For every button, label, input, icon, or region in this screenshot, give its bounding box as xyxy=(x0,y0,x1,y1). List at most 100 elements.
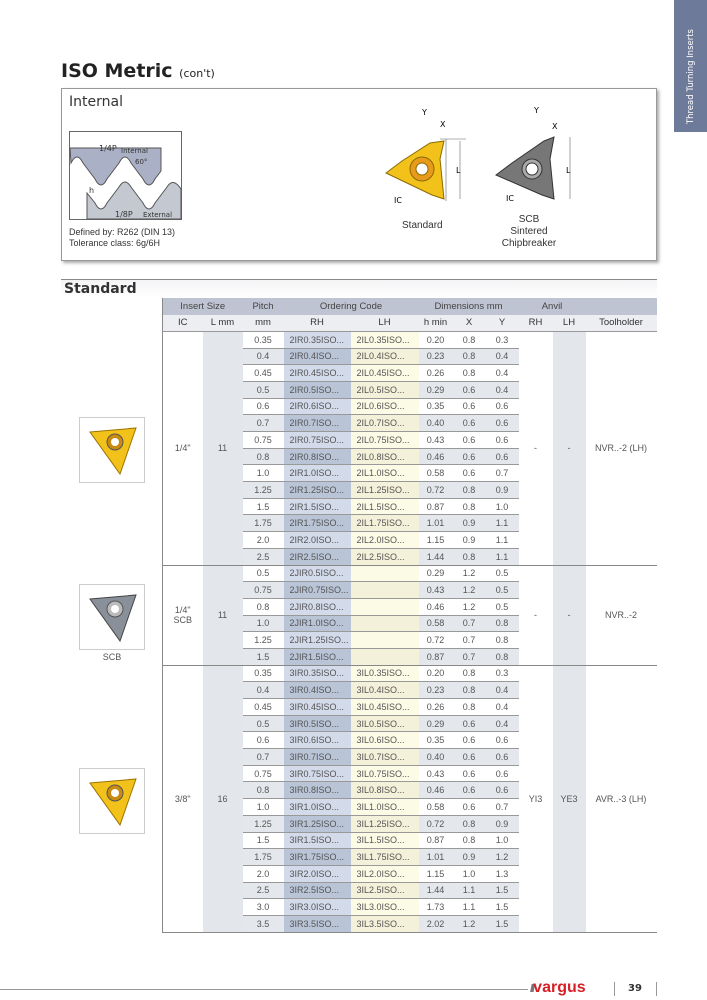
pitch: 0.75 xyxy=(242,431,284,449)
column-header: RH xyxy=(283,314,351,332)
dim-y: 0.6 xyxy=(485,397,519,415)
rh-code: 3IR0.35ISO... xyxy=(283,664,351,682)
header-ordering-code: Ordering Code xyxy=(283,298,419,315)
dim-x: 0.6 xyxy=(452,464,486,482)
dim-x: 0.9 xyxy=(452,514,486,532)
dim-y: 0.4 xyxy=(485,380,519,399)
pitch: 1.5 xyxy=(242,831,284,849)
pitch: 0.6 xyxy=(242,397,284,415)
dim-y: 1.0 xyxy=(485,497,519,515)
pitch: 3.0 xyxy=(242,898,284,916)
h-min: 0.40 xyxy=(418,414,453,432)
rh-code: 2IR2.0ISO... xyxy=(283,531,351,549)
lh-code: 3IL0.5ISO... xyxy=(350,714,419,732)
insert-length: 11 xyxy=(202,564,243,666)
rh-code: 3IR0.5ISO... xyxy=(283,714,351,732)
insert-ic: 1/4" xyxy=(174,443,191,454)
pitch: 0.8 xyxy=(242,447,284,465)
lh-code: 2IL1.5ISO... xyxy=(350,497,419,515)
dim-y: 0.4 xyxy=(485,364,519,382)
pitch: 2.5 xyxy=(242,881,284,899)
dim-x: 1.2 xyxy=(452,597,486,616)
svg-text:1/8P: 1/8P xyxy=(115,210,133,219)
pitch: 1.0 xyxy=(242,798,284,816)
pitch: 1.0 xyxy=(242,464,284,482)
pitch: 1.25 xyxy=(242,481,284,499)
h-min: 0.35 xyxy=(418,397,453,415)
h-min: 0.20 xyxy=(418,664,453,682)
pitch: 0.7 xyxy=(242,414,284,432)
dim-y: 0.7 xyxy=(485,464,519,482)
table-row: 0.45 2IR0.45ISO... 2IL0.45ISO... 0.26 0.8 0.4 xyxy=(163,364,657,382)
lh-code: 3IL1.5ISO... xyxy=(350,831,419,849)
table-row: 0.7 3IR0.7ISO... 3IL0.7ISO... 0.40 0.6 0.6 xyxy=(163,748,657,766)
lh-code: 2IL0.7ISO... xyxy=(350,414,419,432)
rh-code: 3IR0.7ISO... xyxy=(283,748,351,766)
pitch: 0.4 xyxy=(242,681,284,699)
dim-x: 0.6 xyxy=(452,748,486,766)
dim-x: 0.6 xyxy=(452,764,486,782)
column-header: RH xyxy=(518,314,553,332)
pitch: 0.5 xyxy=(242,380,284,399)
table-row: 0.6 2IR0.6ISO... 2IL0.6ISO... 0.35 0.6 0.6 xyxy=(163,397,657,415)
rh-code: 2IR0.75ISO... xyxy=(283,431,351,449)
dim-x: 0.8 xyxy=(452,330,486,349)
pitch: 0.45 xyxy=(242,364,284,382)
h-min: 0.87 xyxy=(418,831,453,849)
dim-y: 0.3 xyxy=(485,330,519,349)
dim-y: 0.8 xyxy=(485,614,519,632)
table-row: 0.45 3IR0.45ISO... 3IL0.45ISO... 0.26 0.8 0.4 xyxy=(163,698,657,716)
dim-x: 0.8 xyxy=(452,481,486,499)
anvil-lh: - xyxy=(552,331,586,565)
header-dimensions: Dimensions mm xyxy=(418,298,519,315)
rh-code: 3IR0.4ISO... xyxy=(283,681,351,699)
lh-code: 2IL0.45ISO... xyxy=(350,364,419,382)
lh-code: 3IL0.6ISO... xyxy=(350,731,419,749)
rh-code: 2IR0.45ISO... xyxy=(283,364,351,382)
pitch: 0.45 xyxy=(242,698,284,716)
scb-insert-diagram: L X Y IC xyxy=(495,106,571,203)
lh-code: 3IL1.25ISO... xyxy=(350,814,419,832)
dim-y: 0.3 xyxy=(485,664,519,682)
dim-y: 0.6 xyxy=(485,781,519,799)
table-row: 1.5 2JIR1.5ISO... 0.87 0.7 0.8 xyxy=(163,647,657,666)
pitch: 1.0 xyxy=(242,614,284,632)
table-row: 1.5 2IR1.5ISO... 2IL1.5ISO... 0.87 0.8 1.0 xyxy=(163,497,657,515)
anvil-lh: YE3 xyxy=(552,664,586,933)
pitch: 0.35 xyxy=(242,664,284,682)
lh-code xyxy=(350,564,419,582)
dim-x: 0.9 xyxy=(452,848,486,866)
h-min: 0.26 xyxy=(418,364,453,382)
dim-x: 0.7 xyxy=(452,631,486,649)
table-row: 0.4 2IR0.4ISO... 2IL0.4ISO... 0.23 0.8 0.4 xyxy=(163,347,657,365)
table-row: 3.5 3IR3.5ISO... 3IL3.5ISO... 2.02 1.2 1.5 xyxy=(163,914,657,933)
dim-x: 0.8 xyxy=(452,347,486,365)
lh-code: 2IL0.6ISO... xyxy=(350,397,419,415)
table-row: 1.0 3IR1.0ISO... 3IL1.0ISO... 0.58 0.6 0.7 xyxy=(163,798,657,816)
dim-x: 0.6 xyxy=(452,431,486,449)
rh-code: 2IR0.4ISO... xyxy=(283,347,351,365)
page-title: ISO Metric (con't) xyxy=(61,60,215,82)
dim-x: 1.2 xyxy=(452,914,486,933)
column-header: Toolholder xyxy=(585,314,657,332)
lh-code: 2IL0.35ISO... xyxy=(350,330,419,349)
pitch: 1.25 xyxy=(242,814,284,832)
lh-code xyxy=(350,614,419,632)
h-min: 0.26 xyxy=(418,698,453,716)
table-row: 1.75 3IR1.75ISO... 3IL1.75ISO... 1.01 0.9 1.2 xyxy=(163,848,657,866)
pitch: 1.25 xyxy=(242,631,284,649)
toolholder: NVR..-2 xyxy=(585,564,657,666)
svg-text:L: L xyxy=(456,166,461,175)
pitch: 0.4 xyxy=(242,347,284,365)
rh-code: 3IR1.75ISO... xyxy=(283,848,351,866)
header-pitch: Pitch xyxy=(242,298,284,315)
definition-text: Defined by: R262 (DIN 13) Tolerance class… xyxy=(69,227,176,248)
pitch: 0.35 xyxy=(242,330,284,349)
dim-x: 0.7 xyxy=(452,647,486,666)
rh-code: 2JIR0.5ISO... xyxy=(283,564,351,582)
table-row: 1.0 2IR1.0ISO... 2IL1.0ISO... 0.58 0.6 0.7 xyxy=(163,464,657,482)
h-min: 2.02 xyxy=(418,914,453,933)
footer-rule xyxy=(0,989,528,990)
rh-code: 3IR0.6ISO... xyxy=(283,731,351,749)
table-row: 0.75 3IR0.75ISO... 3IL0.75ISO... 0.43 0.6 0.6 xyxy=(163,764,657,782)
